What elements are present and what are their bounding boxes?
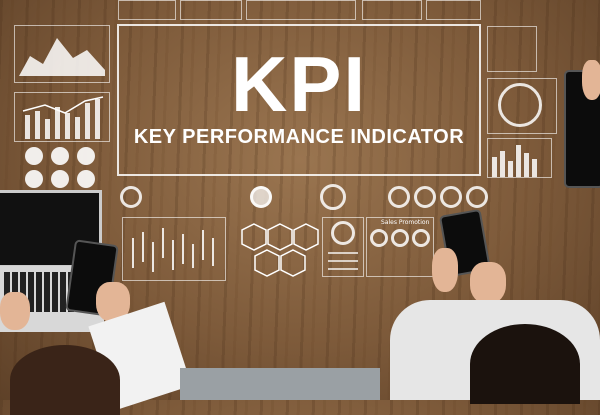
area-chart-panel xyxy=(14,25,110,83)
chart-panel-top-5 xyxy=(426,0,481,20)
donut-icon xyxy=(320,184,346,210)
gauge-icon xyxy=(120,186,142,208)
donut-chart-icon xyxy=(331,221,355,245)
icon-row xyxy=(120,184,560,212)
hand xyxy=(582,60,600,100)
hand xyxy=(0,292,30,330)
headline-subtitle: KEY PERFORMANCE INDICATOR xyxy=(133,126,465,148)
pie-chart-icon xyxy=(250,186,272,208)
ring-icon-1 xyxy=(388,186,410,208)
chart-panel-top-2 xyxy=(180,0,242,20)
divider xyxy=(328,268,358,270)
bar-chart-icon xyxy=(492,145,537,177)
sales-promotion-label: Sales Promotion xyxy=(381,219,430,226)
pie-icons-grid xyxy=(22,146,102,190)
ring-icon xyxy=(412,229,430,247)
sales-promotion-panel: Sales Promotion xyxy=(366,217,434,277)
chair-back xyxy=(180,368,380,400)
ring-icon-2 xyxy=(414,186,436,208)
donut-chart-icon xyxy=(498,83,542,127)
hand xyxy=(432,248,458,292)
kpi-headline-box: KPI KEY PERFORMANCE INDICATOR xyxy=(117,24,481,176)
hand xyxy=(470,262,506,304)
ring-icon xyxy=(370,229,388,247)
headline-title: KPI xyxy=(230,40,368,128)
area-chart-icon xyxy=(19,38,105,76)
hexagon-icon xyxy=(241,223,319,277)
candlestick-chart-icon xyxy=(132,228,214,272)
chart-panel-top-4 xyxy=(362,0,422,20)
chart-panel-top-1 xyxy=(118,0,176,20)
bar-chart-right xyxy=(487,138,552,178)
pie-chart-icon xyxy=(25,147,95,188)
ring-icon-3 xyxy=(440,186,462,208)
candlestick-panel xyxy=(122,217,226,281)
donut-panel-right xyxy=(487,78,557,134)
person-head xyxy=(10,345,120,415)
person-head xyxy=(470,324,580,404)
ring-icon-4 xyxy=(466,186,488,208)
divider xyxy=(328,260,358,262)
chart-panel-top-3 xyxy=(246,0,356,20)
hexagon-icons xyxy=(232,220,322,280)
bar-chart-icon xyxy=(22,96,104,139)
divider xyxy=(328,252,358,254)
report-panel xyxy=(322,217,364,277)
ring-icon xyxy=(391,229,409,247)
list-panel-right xyxy=(487,26,537,72)
bar-chart-panel xyxy=(14,92,110,142)
